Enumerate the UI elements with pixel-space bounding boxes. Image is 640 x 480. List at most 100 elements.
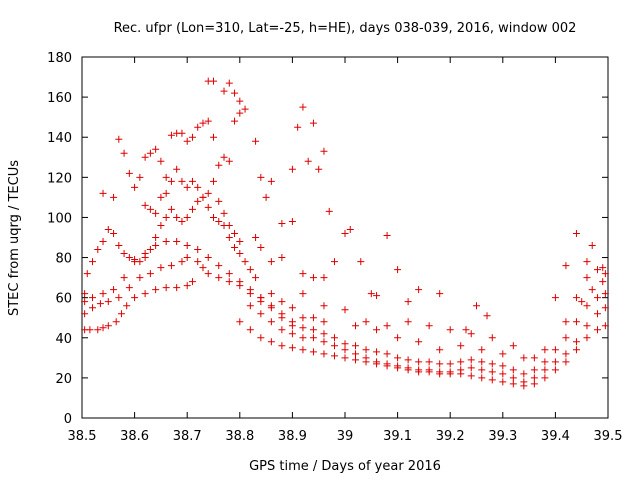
data-point — [146, 149, 154, 157]
data-point — [225, 270, 233, 278]
data-point — [110, 286, 118, 294]
data-point — [601, 304, 609, 312]
data-point — [457, 358, 465, 366]
data-point — [183, 254, 191, 262]
data-point — [499, 370, 507, 378]
data-point — [288, 217, 296, 225]
data-point — [299, 103, 307, 111]
data-point — [89, 304, 97, 312]
data-point — [499, 350, 507, 358]
x-tick-label: 39.1 — [383, 429, 412, 444]
data-point — [320, 338, 328, 346]
data-point — [152, 242, 160, 250]
data-point — [99, 290, 107, 298]
data-point — [320, 318, 328, 326]
data-point — [572, 229, 580, 237]
data-point — [215, 274, 223, 282]
data-point — [373, 348, 381, 356]
data-point — [593, 310, 601, 318]
data-point — [320, 147, 328, 155]
data-point — [162, 173, 170, 181]
data-point — [520, 382, 528, 390]
x-tick-label: 39.4 — [541, 429, 570, 444]
data-point — [99, 238, 107, 246]
x-tick-label: 38.5 — [68, 429, 97, 444]
data-point — [188, 177, 196, 185]
y-tick-label: 80 — [55, 252, 72, 267]
data-point — [81, 290, 89, 298]
data-point — [383, 322, 391, 330]
data-point — [578, 298, 586, 306]
data-point — [541, 358, 549, 366]
data-point — [257, 334, 265, 342]
data-point — [330, 334, 338, 342]
data-point — [131, 294, 139, 302]
data-point — [236, 278, 244, 286]
chart-title: Rec. ufpr (Lon=310, Lat=-25, h=HE), days… — [114, 21, 577, 36]
data-point — [473, 302, 480, 310]
x-axis-label: GPS time / Days of year 2016 — [249, 459, 441, 474]
data-point — [231, 244, 239, 252]
data-point — [288, 330, 296, 338]
data-point — [115, 242, 123, 250]
data-point — [583, 274, 591, 282]
data-point — [267, 302, 275, 310]
data-point — [183, 282, 191, 290]
data-point — [315, 165, 323, 173]
data-point — [394, 364, 402, 372]
x-tick-label: 39 — [337, 429, 354, 444]
data-point — [394, 354, 402, 362]
data-point — [404, 318, 412, 326]
data-point — [572, 294, 580, 302]
x-tick-label: 39.3 — [488, 429, 517, 444]
data-point — [152, 145, 160, 153]
data-point — [157, 264, 165, 272]
data-point — [320, 330, 328, 338]
data-point — [530, 380, 538, 388]
data-point — [362, 318, 370, 326]
data-point — [488, 334, 496, 342]
data-point — [478, 346, 486, 354]
data-point — [194, 183, 202, 191]
data-point — [110, 229, 118, 237]
data-point — [288, 344, 296, 352]
data-point — [467, 372, 475, 380]
data-point — [210, 177, 217, 185]
data-point — [112, 318, 120, 326]
data-point — [299, 346, 307, 354]
data-point — [520, 370, 528, 378]
data-point — [231, 89, 239, 97]
data-point — [562, 318, 570, 326]
data-point — [341, 340, 349, 348]
data-point — [588, 242, 596, 250]
data-point — [572, 338, 580, 346]
data-point — [530, 354, 538, 362]
data-point — [320, 350, 328, 358]
data-point — [146, 205, 154, 213]
data-point — [123, 302, 131, 310]
data-point — [278, 254, 286, 262]
data-point — [341, 229, 349, 237]
y-tick-label: 0 — [64, 412, 72, 427]
data-point — [572, 346, 580, 354]
data-point — [267, 258, 275, 266]
data-point — [467, 330, 475, 338]
data-point — [483, 312, 491, 320]
data-point — [362, 358, 370, 366]
data-point — [81, 310, 89, 318]
data-point — [425, 368, 433, 376]
data-point — [152, 234, 160, 241]
data-point — [241, 258, 249, 266]
data-point — [457, 342, 465, 350]
data-point — [509, 374, 517, 382]
data-point — [383, 350, 391, 358]
data-point — [404, 366, 412, 374]
data-point — [541, 346, 549, 354]
data-point — [425, 322, 433, 330]
data-point — [278, 298, 286, 306]
data-point — [588, 286, 596, 294]
data-point — [173, 165, 181, 173]
data-point — [246, 266, 254, 274]
data-point — [178, 217, 186, 225]
y-tick-label: 120 — [47, 171, 72, 186]
